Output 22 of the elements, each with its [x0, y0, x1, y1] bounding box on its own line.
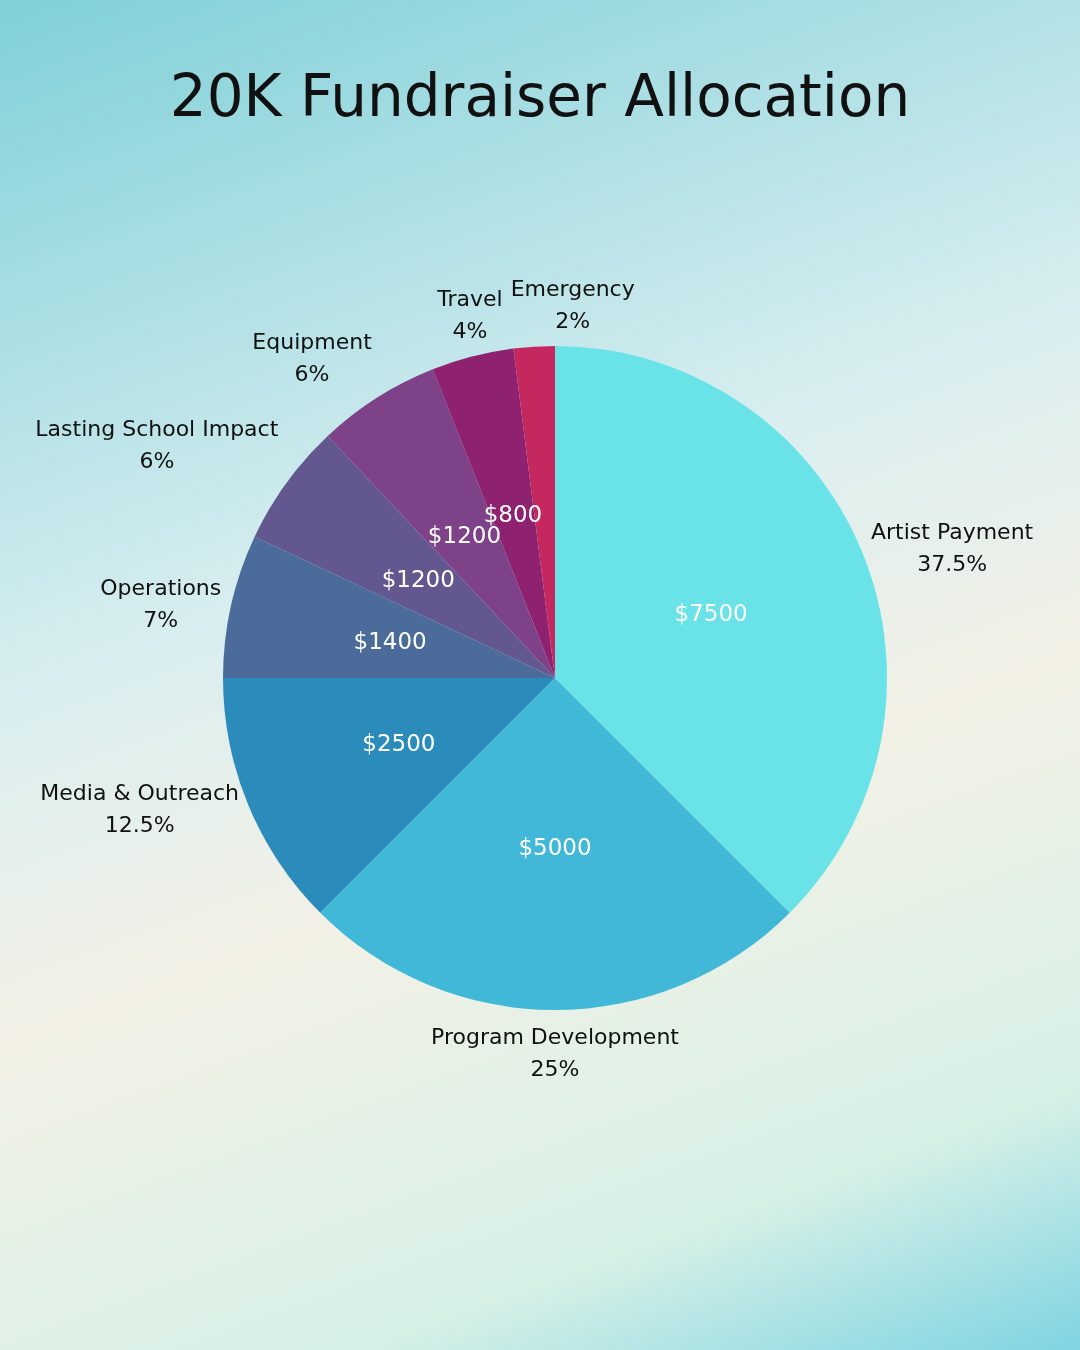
text: 2% — [555, 308, 591, 334]
chart-title: 20K Fundraiser Allocation — [169, 62, 911, 130]
text: 37.5% — [917, 550, 988, 576]
slice-label: Travel — [436, 286, 503, 312]
data-label: $2500 — [362, 729, 436, 756]
data-label: $1200 — [381, 565, 455, 592]
data-label: $7500 — [674, 600, 748, 627]
text: 4% — [452, 318, 488, 344]
data-label: $1400 — [353, 628, 427, 655]
text: 12.5% — [104, 812, 175, 838]
slice-label: Artist Payment — [870, 518, 1034, 544]
data-label: $5000 — [518, 834, 592, 860]
slice-label: Operations — [100, 574, 222, 600]
slice-label: Program Development — [431, 1023, 680, 1049]
text: 25% — [530, 1055, 580, 1081]
text: 6% — [294, 360, 330, 386]
slice-label: Emergency — [510, 276, 635, 302]
slice-label: Lasting School Impact — [35, 416, 279, 442]
slice-label: Equipment — [252, 328, 373, 354]
text: 7% — [143, 606, 179, 632]
slice-label: Media & Outreach — [40, 780, 240, 806]
text: 6% — [139, 448, 175, 474]
